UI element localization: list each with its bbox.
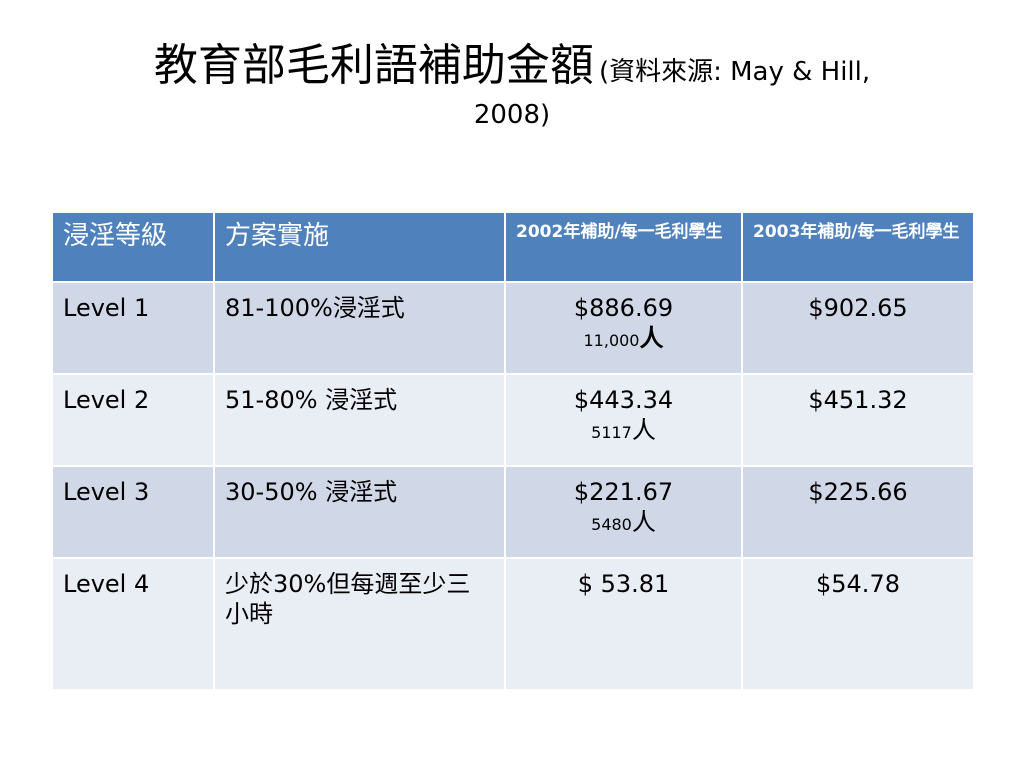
cell-2003: $451.32 [741, 373, 975, 467]
grant-table: 浸淫等級 方案實施 2002年補助/每一毛利學生 2003年補助/每一毛利學生 … [51, 211, 975, 691]
cell-program: 少於30%但每週至少三小時 [213, 557, 506, 691]
slide-title: 教育部毛利語補助金額 (資料來源: May & Hill, 2008) [40, 44, 984, 130]
cell-2002: $ 53.81 [504, 557, 743, 691]
title-main-text: 教育部毛利語補助金額 [153, 40, 594, 91]
cell-program: 30-50% 浸淫式 [213, 465, 506, 559]
amount-2002: $ 53.81 [577, 570, 670, 598]
amount-2002: $886.69 [573, 294, 674, 322]
cell-level: Level 4 [51, 557, 215, 691]
header-program: 方案實施 [213, 211, 506, 283]
amount-2003: $451.32 [808, 386, 908, 414]
header-label: 浸淫等級 [63, 221, 168, 251]
table-header-row: 浸淫等級 方案實施 2002年補助/每一毛利學生 2003年補助/每一毛利學生 [51, 211, 975, 283]
amount-2003: $902.65 [808, 294, 908, 322]
header-immersion-level: 浸淫等級 [51, 211, 215, 283]
count-number: 5480 [591, 515, 632, 534]
header-2002-grant: 2002年補助/每一毛利學生 [504, 211, 743, 283]
cell-2002: $221.67 5480人 [504, 465, 743, 559]
cell-level: Level 2 [51, 373, 215, 467]
amount-2003: $54.78 [816, 570, 900, 598]
student-count: 11,000人 [510, 323, 737, 354]
cell-2002: $443.34 5117人 [504, 373, 743, 467]
count-unit: 人 [631, 508, 656, 536]
title-source-text: (資料來源: May & Hill, [598, 57, 871, 87]
count-unit: 人 [631, 416, 656, 444]
table-row: Level 4 少於30%但每週至少三小時 $ 53.81 $54.78 [51, 557, 975, 691]
cell-level: Level 3 [51, 465, 215, 559]
table-row: Level 2 51-80% 浸淫式 $443.34 5117人 $451.32 [51, 373, 975, 467]
cell-2003: $225.66 [741, 465, 975, 559]
title-source-year: 2008) [473, 100, 551, 130]
count-number: 11,000 [583, 331, 640, 350]
student-count: 5117人 [510, 415, 737, 446]
header-2003-grant: 2003年補助/每一毛利學生 [741, 211, 975, 283]
count-unit: 人 [639, 324, 664, 352]
cell-2003: $54.78 [741, 557, 975, 691]
cell-program: 81-100%浸淫式 [213, 281, 506, 375]
student-count: 5480人 [510, 507, 737, 538]
amount-2002: $443.34 [573, 386, 674, 414]
count-number: 5117 [591, 423, 632, 442]
amount-2003: $225.66 [808, 478, 908, 506]
table-row: Level 1 81-100%浸淫式 $886.69 11,000人 $902.… [51, 281, 975, 375]
cell-program: 51-80% 浸淫式 [213, 373, 506, 467]
cell-level: Level 1 [51, 281, 215, 375]
cell-2002: $886.69 11,000人 [504, 281, 743, 375]
cell-2003: $902.65 [741, 281, 975, 375]
header-label: 2003年補助/每一毛利學生 [753, 222, 960, 242]
header-label: 2002年補助/每一毛利學生 [516, 222, 723, 242]
table-row: Level 3 30-50% 浸淫式 $221.67 5480人 $225.66 [51, 465, 975, 559]
amount-2002: $221.67 [573, 478, 674, 506]
header-label: 方案實施 [225, 221, 330, 251]
